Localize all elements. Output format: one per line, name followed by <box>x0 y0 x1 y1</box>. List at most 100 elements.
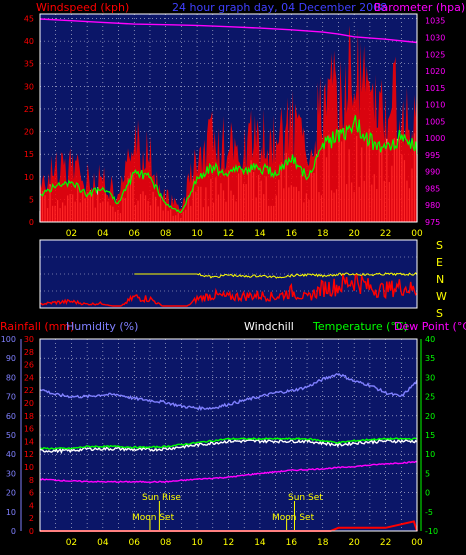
wind-x-tick-label: 16 <box>286 229 298 239</box>
compass-w: W <box>436 290 447 303</box>
compass-s-bottom: S <box>436 307 443 320</box>
wind-x-tick-label: 10 <box>191 229 203 239</box>
temp-tick-label: 5 <box>425 469 430 478</box>
temp-x-tick-label: 06 <box>129 538 141 548</box>
temp-tick-label: 30 <box>425 373 435 382</box>
temp-x-tick-label: 18 <box>317 538 329 548</box>
rainfall-label: Rainfall (mm) <box>0 320 74 333</box>
humidity-tick-label: 90 <box>6 354 16 363</box>
baro-y-tick-label: 1000 <box>425 134 445 143</box>
rain-tick-label: 14 <box>24 437 34 446</box>
temp-x-tick-label: 02 <box>66 538 77 548</box>
humidity-tick-label: 80 <box>6 373 16 382</box>
humidity-tick-label: 30 <box>6 469 16 478</box>
wind-x-tick-label: 22 <box>380 229 391 239</box>
wind-y-tick-label: 30 <box>24 82 34 91</box>
windspeed-label: Windspeed (kph) <box>36 1 129 14</box>
wind-x-tick-label: 12 <box>223 229 234 239</box>
compass-n: N <box>436 273 444 286</box>
rain-tick-label: 0 <box>29 527 34 536</box>
avg-wind-line <box>40 115 418 214</box>
wind-y-tick-label: 10 <box>24 173 34 182</box>
barometer-line <box>39 18 418 44</box>
wind-y-tick-label: 5 <box>29 195 34 204</box>
temp-tick-label: 25 <box>425 393 435 402</box>
humidity-tick-label: 20 <box>6 489 16 498</box>
baro-y-tick-label: 1010 <box>425 101 445 110</box>
wind-y-tick-label: 40 <box>24 37 34 46</box>
baro-y-tick-label: 1035 <box>425 17 445 26</box>
baro-y-tick-label: 1030 <box>425 33 445 42</box>
baro-y-tick-label: 985 <box>425 184 440 193</box>
wind-x-tick-label: 02 <box>66 229 77 239</box>
temp-x-tick-label: 08 <box>160 538 172 548</box>
humidity-tick-label: 10 <box>6 508 16 517</box>
event-moonset-2: Moon Set <box>272 513 315 523</box>
rain-tick-label: 26 <box>24 361 34 370</box>
windchill-line <box>39 438 418 455</box>
chart-marks <box>39 18 418 532</box>
wind-y-tick-label: 15 <box>24 150 34 159</box>
barometer-label: Barometer (hpa) <box>374 1 465 14</box>
rain-tick-label: 22 <box>24 386 34 395</box>
wind-x-tick-label: 00 <box>411 229 423 239</box>
wind-x-tick-label: 20 <box>348 229 360 239</box>
compass-e: E <box>436 256 443 269</box>
baro-y-tick-label: 980 <box>425 201 440 210</box>
humidity-tick-label: 40 <box>6 450 16 459</box>
event-sunset: Sun Set <box>288 493 323 503</box>
wind-y-tick-label: 35 <box>24 60 34 69</box>
temp-tick-label: 35 <box>425 354 435 363</box>
baro-y-tick-label: 975 <box>425 218 440 227</box>
temperature-line <box>39 437 418 450</box>
event-moonset-1: Moon Set <box>132 513 175 523</box>
temp-tick-label: 40 <box>425 335 435 344</box>
wind-y-tick-label: 0 <box>29 218 34 227</box>
temp-x-tick-label: 20 <box>348 538 360 548</box>
humidity-tick-label: 0 <box>11 527 16 536</box>
temp-tick-label: 15 <box>425 431 435 440</box>
humidity-line <box>39 372 418 412</box>
direction-speed-trace <box>39 274 418 307</box>
wind-y-tick-label: 45 <box>24 15 34 24</box>
humidity-tick-label: 100 <box>1 335 16 344</box>
baro-y-tick-label: 1015 <box>425 84 445 93</box>
humidity-label: Humidity (%) <box>66 320 138 333</box>
rain-tick-label: 24 <box>24 373 34 382</box>
baro-y-tick-label: 995 <box>425 151 440 160</box>
wind-direction-line <box>134 272 418 279</box>
rain-tick-label: 6 <box>29 489 34 498</box>
wind-x-tick-label: 06 <box>129 229 141 239</box>
grid-lines <box>40 14 418 531</box>
wind-x-tick-label: 08 <box>160 229 172 239</box>
temp-tick-label: 0 <box>425 489 430 498</box>
windchill-label: Windchill <box>244 320 294 333</box>
temp-panel-border <box>39 338 418 532</box>
temp-tick-label: 20 <box>425 412 435 421</box>
compass-s-top: S <box>436 239 443 252</box>
rain-tick-label: 20 <box>24 399 34 408</box>
baro-y-tick-label: 1005 <box>425 117 445 126</box>
dewpoint-line <box>39 460 418 484</box>
humidity-tick-label: 60 <box>6 412 16 421</box>
temp-tick-label: -10 <box>425 527 438 536</box>
wind-y-tick-label: 20 <box>24 128 34 137</box>
wind-y-tick-label: 25 <box>24 105 34 114</box>
rain-tick-label: 28 <box>24 348 34 357</box>
temperature-label: Temperature (°C) <box>312 320 408 333</box>
rain-tick-label: 4 <box>29 501 34 510</box>
wind-x-tick-label: 04 <box>97 229 109 239</box>
baro-y-tick-label: 990 <box>425 168 440 177</box>
rain-tick-label: 8 <box>29 476 34 485</box>
rain-tick-label: 10 <box>24 463 34 472</box>
baro-y-tick-label: 1020 <box>425 67 445 76</box>
rain-tick-label: 30 <box>24 335 34 344</box>
dewpoint-label: Dew Point (°C) <box>394 320 466 333</box>
temp-tick-label: 10 <box>425 450 435 459</box>
wind-panel-border <box>39 13 418 223</box>
temp-x-tick-label: 00 <box>411 538 423 548</box>
temp-x-tick-label: 14 <box>254 538 266 548</box>
humidity-tick-label: 70 <box>6 393 16 402</box>
